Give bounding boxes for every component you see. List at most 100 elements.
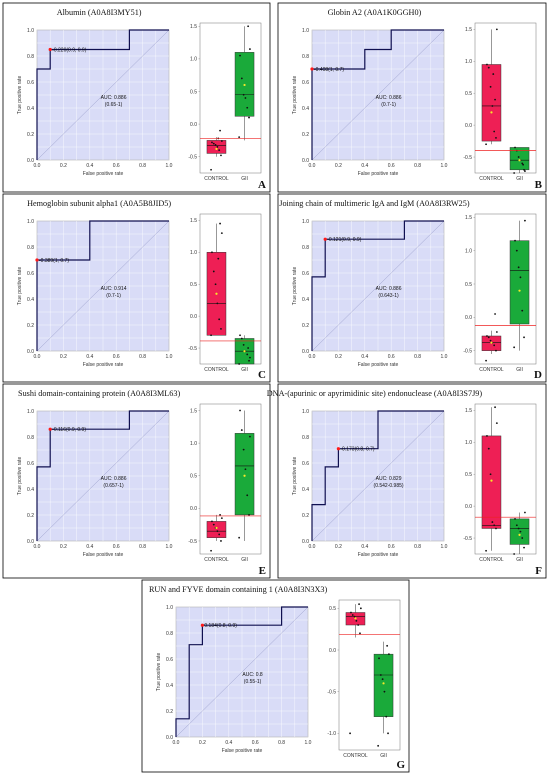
- roc-diagonal: [36, 29, 170, 161]
- roc-y-tick: 0.8: [27, 245, 34, 251]
- data-point: [248, 359, 250, 362]
- data-point: [351, 614, 354, 616]
- roc-y-tick: 1.0: [302, 28, 309, 34]
- roc-y-tick: 0.2: [27, 323, 34, 329]
- data-point: [246, 106, 249, 109]
- data-point: [218, 149, 221, 152]
- data-point: [514, 517, 516, 520]
- data-point: [220, 327, 222, 330]
- data-point: [249, 435, 251, 438]
- data-point: [379, 674, 382, 676]
- auc-label: AUC: 0.8: [242, 672, 263, 678]
- data-point: [386, 644, 389, 647]
- data-point: [216, 302, 219, 305]
- data-point: [524, 511, 526, 514]
- cutoff-point: [35, 258, 39, 262]
- auc-label: AUC: 0.886: [101, 476, 127, 482]
- data-point: [240, 337, 243, 340]
- box-y-tick: 0.0: [465, 504, 472, 510]
- data-point: [358, 603, 360, 606]
- cutoff-label: -0.173(0.8, 0.7): [340, 447, 375, 453]
- data-point: [523, 546, 525, 549]
- mean-point: [382, 682, 385, 685]
- roc-y-tick: 0.2: [302, 513, 309, 519]
- data-point: [242, 343, 245, 346]
- roc-x-tick: 0.4: [86, 544, 93, 550]
- data-point: [514, 239, 516, 242]
- cutoff-label: -0.220(0.9, 0.9): [52, 47, 87, 53]
- data-point: [489, 85, 492, 88]
- box-gii: [509, 147, 530, 171]
- roc-x-tick: 0.4: [86, 354, 93, 360]
- data-point: [515, 524, 518, 527]
- panel-title: Globin A2 (A0A1K0GGH0): [328, 8, 422, 17]
- data-point: [524, 170, 526, 172]
- group-label: CONTROL: [204, 557, 229, 563]
- data-point: [244, 468, 247, 471]
- roc-x-tick: 0.6: [113, 354, 120, 360]
- roc-y-tick: 0.4: [166, 683, 173, 689]
- panel-c: Hemoglobin subunit alpha1 (A0A5B8JID5) C 0…: [2, 193, 271, 383]
- data-point: [388, 653, 390, 656]
- roc-x-tick: 0.8: [139, 163, 146, 169]
- box-y-tick: -0.5: [463, 155, 472, 161]
- data-point: [487, 336, 490, 339]
- panel-e: Sushi domain-containing protein (A0A8I3M…: [2, 383, 271, 579]
- mean-point: [215, 147, 218, 150]
- panel-a: Albumin (A0A8I3MY51)A0.00.00.20.20.40.40…: [2, 2, 271, 193]
- mean-point: [518, 289, 521, 292]
- data-point: [521, 309, 524, 312]
- panel-g: RUN and FYVE domain containing 1 (A0A8I3…: [141, 579, 410, 773]
- box-gii: [373, 653, 394, 717]
- data-point: [521, 537, 524, 539]
- roc-x-tick: 0.2: [60, 544, 67, 550]
- data-point: [220, 154, 222, 157]
- panel-title: DNA-(apurinic or apyrimidinic site) endo…: [267, 389, 483, 398]
- roc-x-tick: 0.6: [388, 544, 395, 550]
- data-point: [211, 251, 213, 254]
- data-point: [487, 447, 490, 450]
- mean-point: [354, 617, 357, 620]
- roc-x-tick: 0.0: [34, 544, 41, 550]
- data-point: [210, 334, 212, 337]
- data-point: [355, 619, 358, 622]
- roc-curve: [311, 410, 444, 541]
- data-point: [381, 678, 384, 681]
- roc-y-tick: 0.6: [302, 80, 309, 86]
- data-point: [239, 54, 241, 57]
- roc-curve: [175, 606, 308, 737]
- roc-x-axis-label: False positive rate: [83, 552, 124, 558]
- box-gii: [234, 433, 255, 516]
- roc-x-tick: 0.0: [309, 354, 316, 360]
- data-point: [495, 527, 497, 530]
- roc-y-tick: 0.4: [27, 106, 34, 112]
- roc-x-tick: 0.4: [361, 544, 368, 550]
- data-point: [493, 344, 496, 347]
- data-point: [522, 163, 525, 166]
- data-point: [385, 715, 388, 718]
- roc-y-tick: 0.2: [27, 132, 34, 138]
- roc-x-tick: 0.6: [252, 740, 259, 746]
- box-control: [481, 64, 502, 142]
- data-point: [238, 136, 241, 139]
- group-label: GII: [516, 557, 523, 563]
- roc-diagonal: [175, 606, 309, 738]
- box-y-tick: 0.5: [465, 472, 472, 478]
- roc-x-axis-label: False positive rate: [358, 552, 399, 558]
- roc-y-axis-label: True positive rate: [292, 457, 298, 496]
- box-y-tick: 1.5: [190, 218, 197, 224]
- roc-x-tick: 0.8: [139, 544, 146, 550]
- group-label: CONTROL: [479, 367, 504, 373]
- roc-y-tick: 0.0: [27, 349, 34, 355]
- data-point: [357, 624, 360, 626]
- data-point: [383, 690, 386, 693]
- group-label: GII: [516, 176, 523, 182]
- roc-y-tick: 0.0: [302, 539, 309, 545]
- roc-y-tick: 1.0: [27, 219, 34, 225]
- panel-title: RUN and FYVE domain containing 1 (A0A8I3…: [149, 585, 328, 594]
- data-point: [489, 339, 492, 342]
- data-point: [248, 513, 250, 516]
- roc-x-tick: 0.6: [388, 354, 395, 360]
- roc-y-tick: 0.4: [302, 297, 309, 303]
- roc-y-tick: 1.0: [27, 409, 34, 415]
